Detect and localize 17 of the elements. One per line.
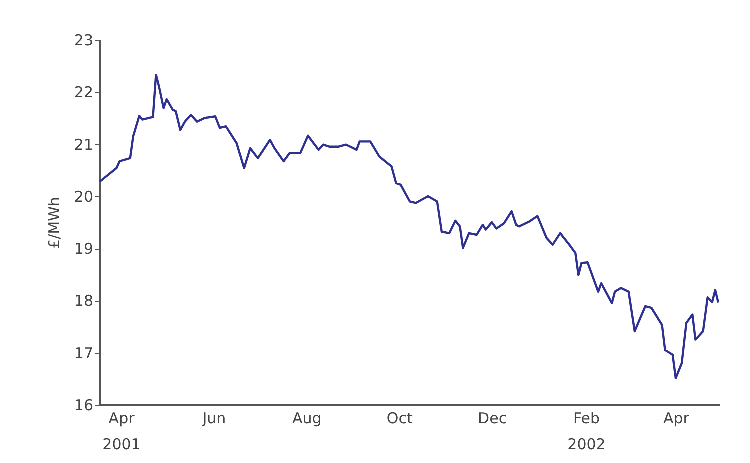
y-tick-label: 16 [74, 396, 94, 414]
y-tick-label: 22 [74, 84, 94, 102]
y-tick-label: 17 [74, 344, 94, 362]
x-tick-label: Aug [292, 410, 322, 428]
x-tick-label: Apr [663, 410, 690, 428]
x-tick-label: Feb 2002 [568, 410, 606, 454]
x-tick-label: Dec [478, 410, 508, 428]
x-tick-label: Oct [386, 410, 413, 428]
y-tick-label: 20 [74, 188, 94, 206]
y-axis-title: £/MWh [45, 197, 64, 249]
y-tick-label: 19 [74, 240, 94, 258]
y-tick-label: 18 [74, 292, 94, 310]
x-tick-label: Apr 2001 [102, 410, 141, 454]
y-tick-label: 21 [74, 136, 94, 154]
y-tick-label: 23 [74, 32, 94, 50]
x-tick-label: Jun [202, 410, 226, 428]
line-series [98, 74, 720, 380]
